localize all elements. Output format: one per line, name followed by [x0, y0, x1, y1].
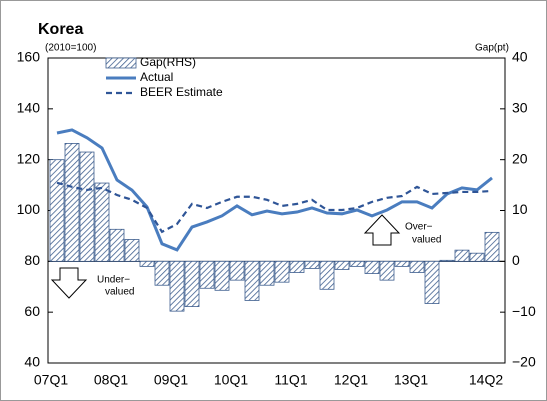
bar — [169, 260, 185, 312]
bar — [319, 260, 335, 290]
x-tick-label: 11Q1 — [274, 372, 307, 388]
bar — [454, 249, 470, 262]
y2-tick-label: 20 — [512, 150, 528, 166]
legend-label: Gap(RHS) — [140, 55, 196, 69]
up-arrow — [363, 214, 401, 246]
bar — [439, 259, 455, 262]
y2-tick-label: 40 — [512, 49, 528, 65]
bar — [409, 260, 425, 273]
bar — [139, 260, 155, 267]
x-tick-label: 09Q1 — [154, 372, 188, 388]
bar — [469, 252, 485, 262]
bar — [424, 260, 440, 304]
y-tick-label: 60 — [24, 303, 40, 319]
x-tick-label: 08Q1 — [94, 372, 128, 388]
bar — [274, 260, 290, 283]
bar — [109, 228, 125, 262]
x-tick-label: 13Q1 — [394, 372, 428, 388]
y2-tick-label: 10 — [512, 201, 528, 217]
legend-label: BEER Estimate — [140, 85, 223, 99]
bar — [364, 260, 380, 274]
bar — [304, 260, 320, 269]
bar — [214, 260, 230, 291]
bar — [94, 182, 110, 262]
over-label: Over− — [405, 222, 433, 233]
legend-swatch — [105, 57, 137, 69]
y-tick-label: 140 — [17, 100, 41, 116]
right-axis-label: Gap(pt) — [475, 43, 509, 54]
bar — [199, 260, 215, 289]
left-axis-label: (2010=100) — [45, 43, 96, 54]
under-label: valued — [105, 287, 134, 298]
line — [56, 128, 493, 252]
bar — [484, 231, 500, 262]
y-tick-label: 120 — [17, 150, 41, 166]
under-label: Under− — [97, 275, 130, 286]
y-tick-label: 160 — [17, 49, 41, 65]
bar — [184, 260, 200, 307]
y-tick-label: 40 — [24, 354, 40, 370]
over-label: valued — [412, 235, 441, 246]
chart-title: Korea — [38, 21, 83, 38]
bar — [379, 260, 395, 281]
y2-tick-label: −10 — [512, 303, 536, 319]
bar — [259, 260, 275, 286]
bar — [229, 260, 245, 281]
bar — [124, 239, 140, 262]
x-tick-label: 10Q1 — [214, 372, 248, 388]
bar — [154, 260, 170, 286]
bar — [64, 142, 80, 262]
y2-tick-label: 30 — [512, 100, 528, 116]
down-arrow — [50, 267, 88, 299]
bar — [79, 151, 95, 262]
bar — [349, 260, 365, 267]
y2-tick-label: −20 — [512, 354, 536, 370]
y-tick-label: 100 — [17, 201, 41, 217]
bar — [394, 260, 410, 267]
legend-label: Actual — [140, 70, 173, 84]
x-tick-label: 14Q2 — [469, 372, 503, 388]
x-tick-label: 12Q1 — [334, 372, 368, 388]
y-tick-label: 80 — [24, 252, 40, 268]
bar — [334, 260, 350, 270]
bar — [244, 260, 260, 301]
y2-tick-label: 0 — [512, 252, 520, 268]
x-tick-label: 07Q1 — [34, 372, 68, 388]
bar — [49, 159, 65, 262]
bar — [289, 260, 305, 273]
plot-frame — [47, 57, 506, 364]
line — [56, 181, 493, 234]
